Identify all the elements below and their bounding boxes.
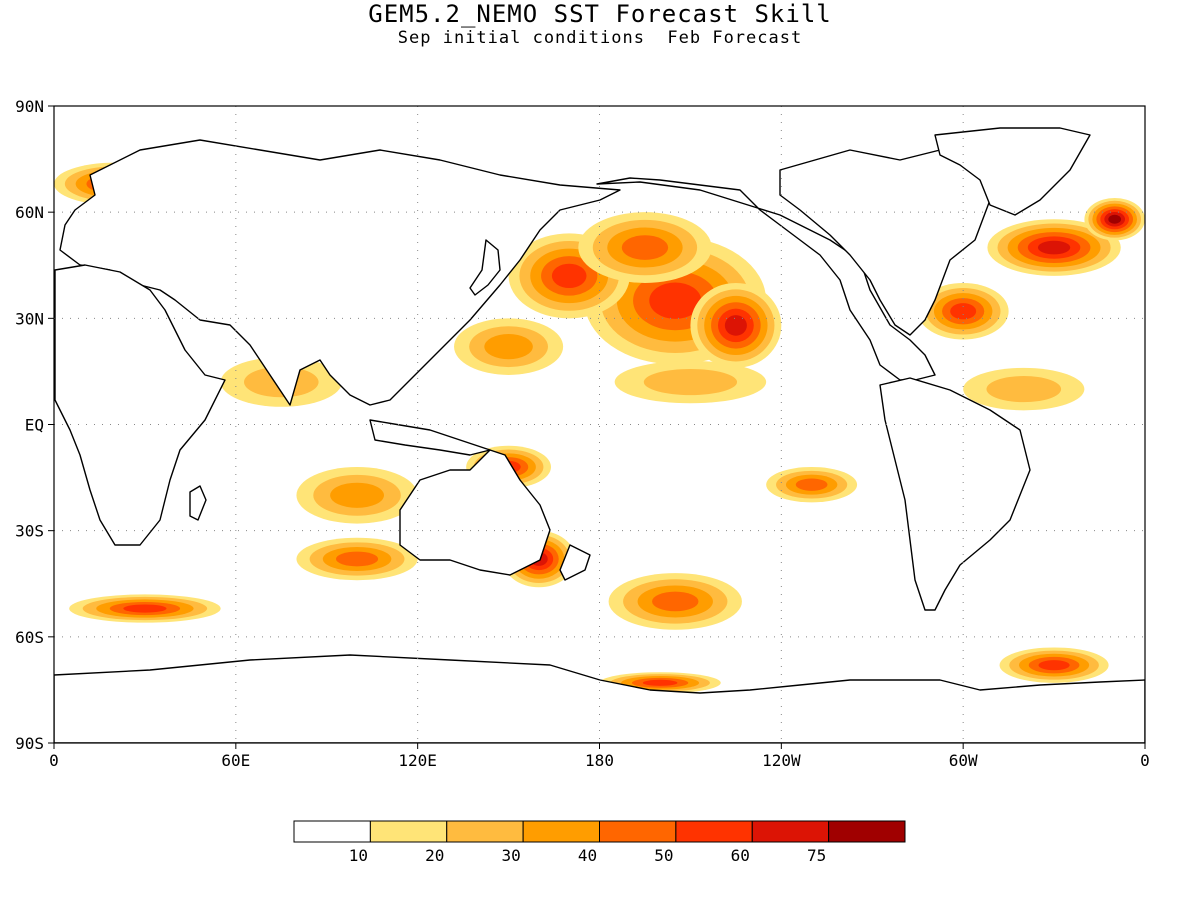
- latitude-labels: 90N 60N 30N EQ 30S 60S 90S: [15, 97, 44, 753]
- skill-contour: [652, 591, 699, 612]
- colorbar-swatch: [446, 820, 524, 843]
- lon-label: 120E: [398, 751, 437, 770]
- skill-contour: [795, 478, 828, 491]
- colorbar-swatch: [369, 820, 448, 843]
- colorbar-swatch: [293, 820, 371, 843]
- skill-contour: [330, 482, 384, 508]
- africa: [54, 264, 226, 546]
- map-title: GEM5.2_NEMO SST Forecast Skill: [368, 0, 832, 28]
- lat-label: EQ: [25, 416, 44, 435]
- map-subtitle: Sep initial conditions Feb Forecast: [397, 28, 803, 48]
- south-america: [879, 377, 1031, 611]
- colorbar-label: 60: [731, 846, 750, 865]
- colorbar-label: 30: [501, 846, 520, 865]
- indonesia: [369, 419, 491, 456]
- colorbar-label: 75: [807, 846, 826, 865]
- madagascar: [189, 485, 207, 521]
- axis-ticks: [48, 105, 1146, 749]
- lon-label: 120W: [762, 751, 801, 770]
- colorbar: [293, 820, 906, 843]
- colorbar-swatch: [675, 820, 753, 843]
- colorbar-label: 20: [425, 846, 444, 865]
- skill-contour: [643, 368, 738, 396]
- colorbar-swatch: [599, 820, 677, 843]
- lat-label: 90N: [15, 97, 44, 116]
- lon-label: 0: [49, 751, 59, 770]
- australia: [399, 449, 551, 576]
- skill-contour: [551, 263, 587, 288]
- skill-contour: [1037, 240, 1071, 255]
- lon-label: 60E: [221, 751, 250, 770]
- lon-label: 60W: [949, 751, 978, 770]
- skill-contour: [1108, 214, 1122, 224]
- lat-label: 90S: [15, 734, 44, 753]
- lat-label: 30N: [15, 309, 44, 328]
- skill-contour: [642, 679, 678, 686]
- skill-contour: [950, 303, 977, 320]
- colorbar-swatch: [751, 820, 830, 843]
- skill-contour: [986, 376, 1062, 403]
- colorbar-label: 10: [349, 846, 368, 865]
- lon-label: 0: [1140, 751, 1150, 770]
- lat-label: 60N: [15, 203, 44, 222]
- colorbar-label: 50: [654, 846, 673, 865]
- skill-contour: [724, 315, 747, 336]
- colorbar-swatch: [522, 820, 600, 843]
- greenland: [934, 127, 1091, 216]
- longitude-labels: 0 60E 120E 180 120W 60W 0: [49, 751, 1150, 770]
- lon-label: 180: [585, 751, 614, 770]
- japan: [469, 239, 501, 296]
- colorbar-labels: 10 20 30 40 50 60 75: [349, 846, 827, 865]
- colorbar-label: 40: [578, 846, 597, 865]
- skill-contour: [1038, 660, 1070, 671]
- colorbar-swatch: [828, 820, 906, 843]
- lat-label: 30S: [15, 522, 44, 541]
- skill-contour: [123, 604, 167, 613]
- skill-contour: [649, 282, 702, 319]
- skill-contour: [621, 235, 669, 260]
- skill-contour: [484, 334, 533, 360]
- new-zealand: [559, 544, 591, 581]
- lat-label: 60S: [15, 628, 44, 647]
- skill-contour: [335, 551, 379, 567]
